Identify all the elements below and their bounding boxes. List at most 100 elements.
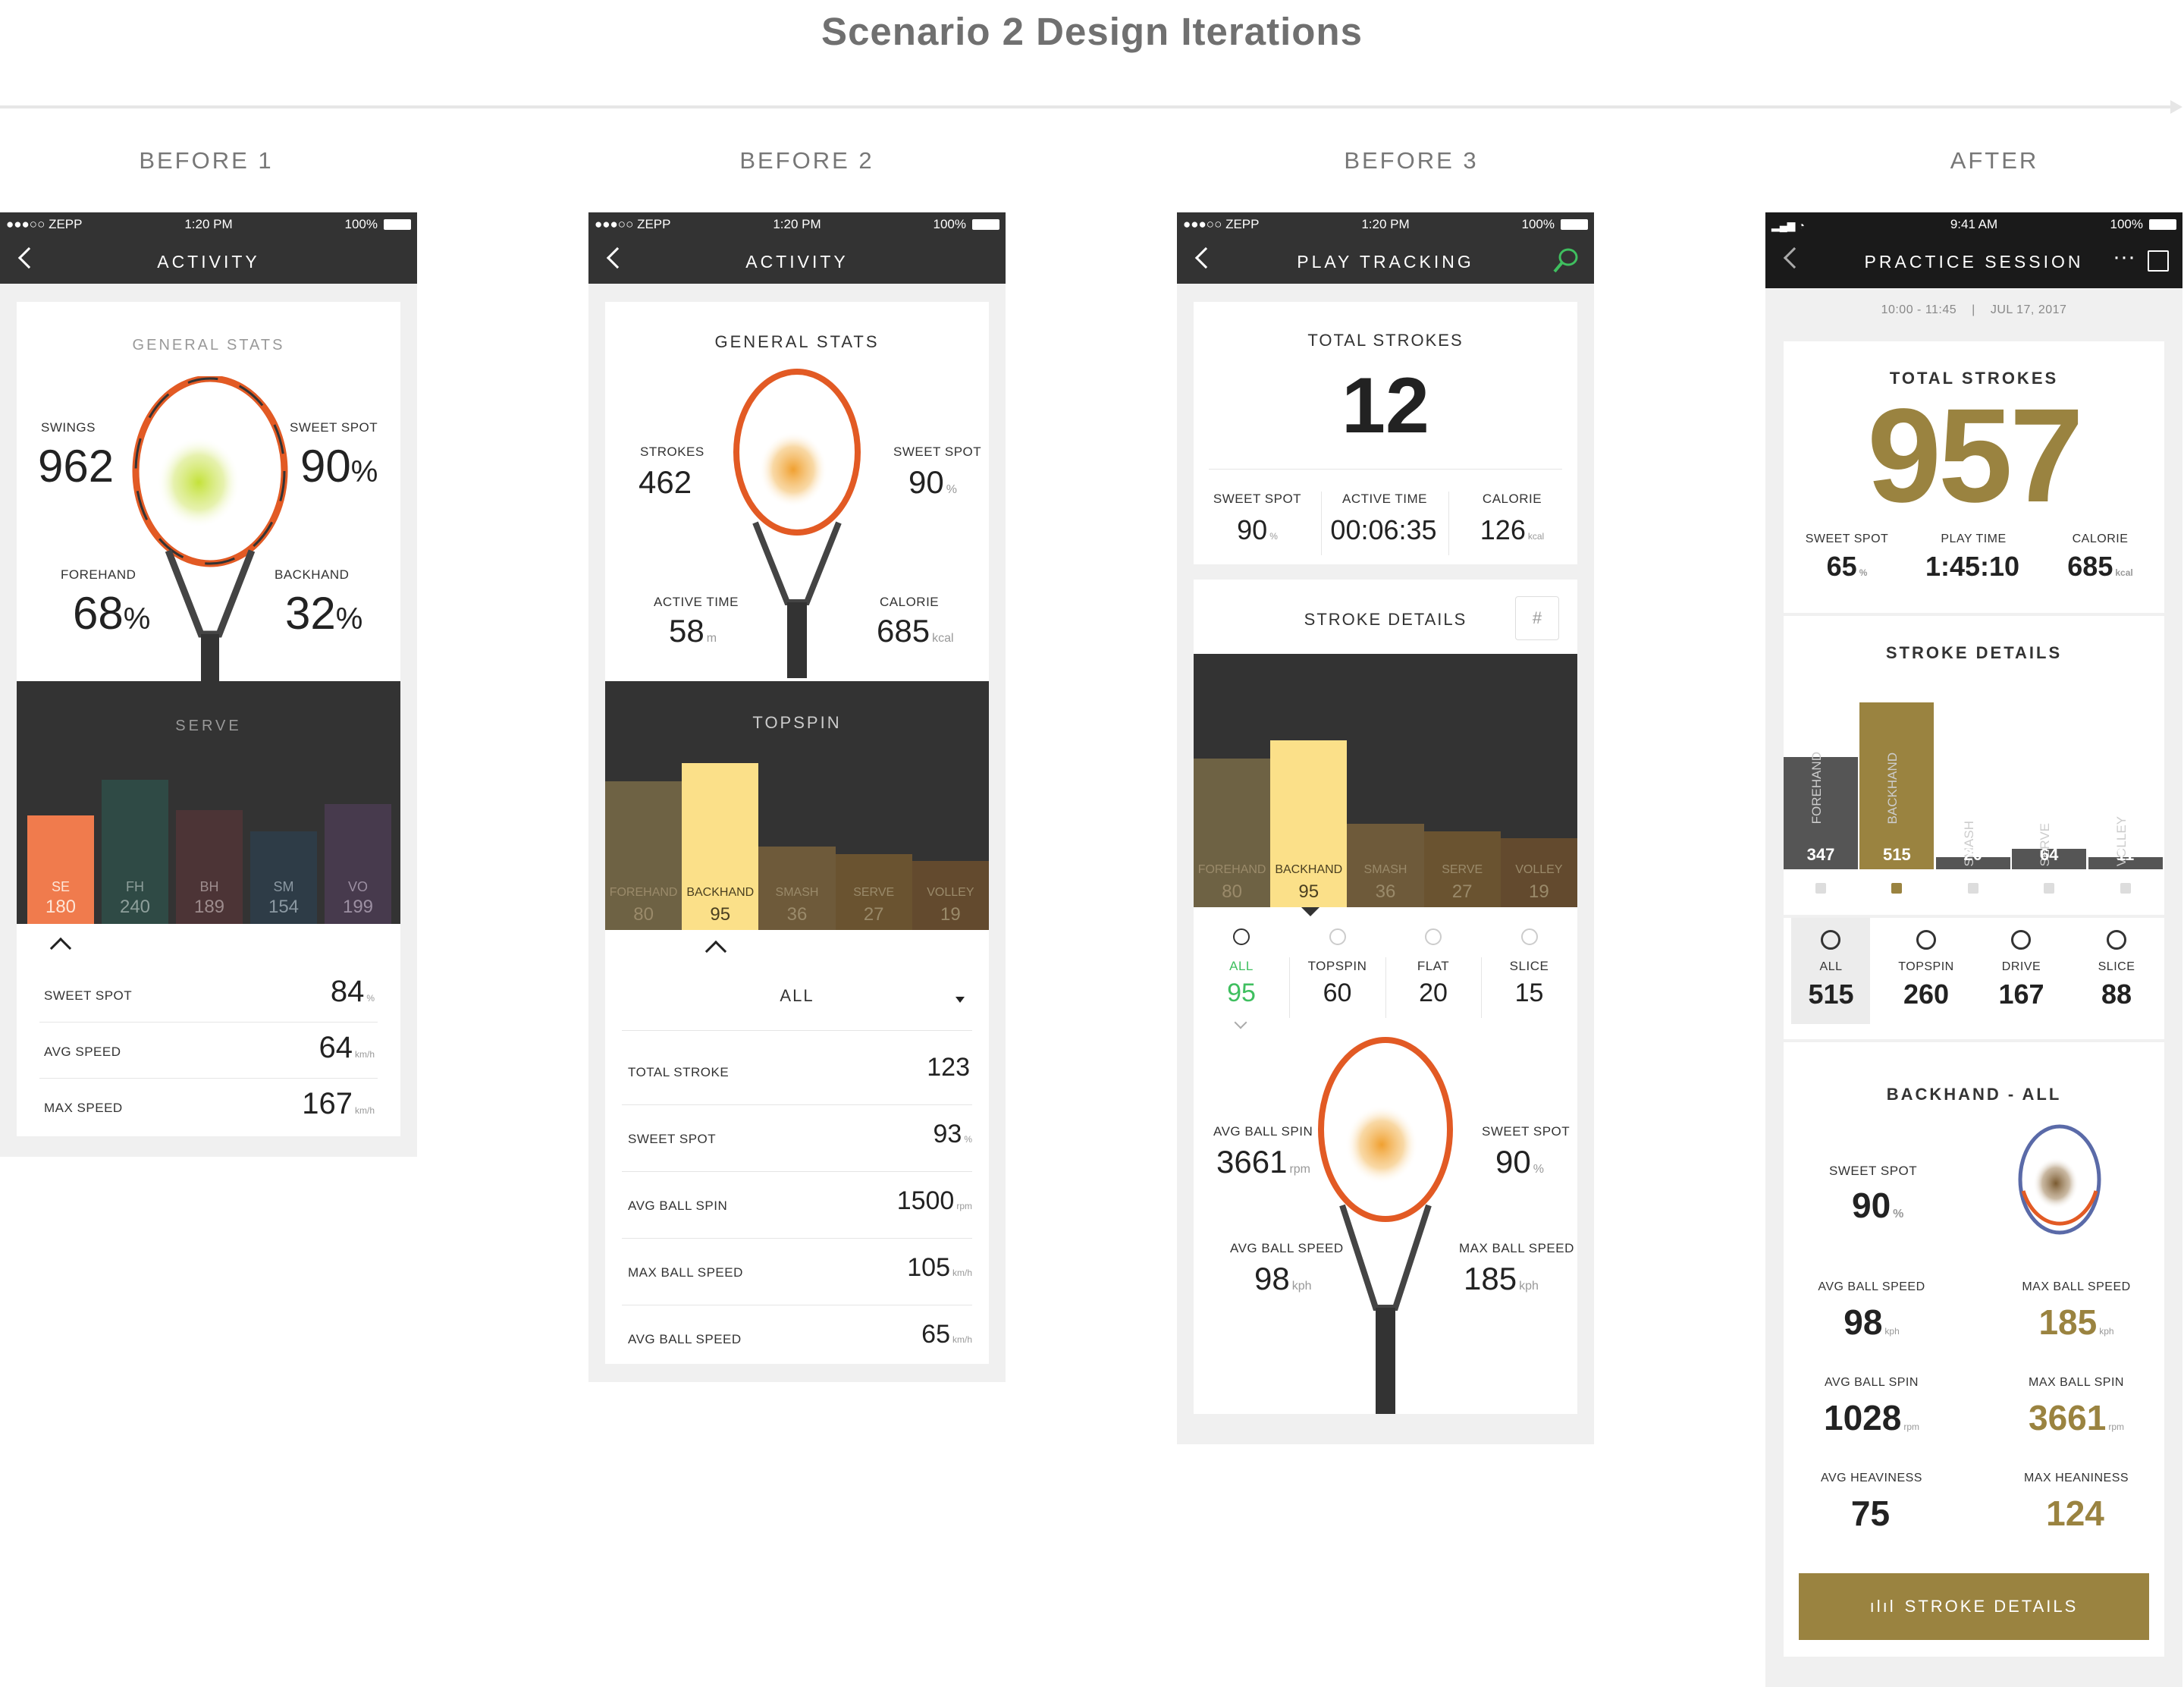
- spin-type-label[interactable]: DRIVE: [2001, 960, 2041, 973]
- metric-value: 3661 rpm: [2004, 1397, 2149, 1438]
- racket-image: [132, 376, 288, 710]
- battery-text: 100%: [933, 217, 966, 231]
- stat-row-value: 93%: [934, 1120, 973, 1149]
- summary-stat-unit: %: [1269, 531, 1278, 542]
- metric-label: AVG BALL SPIN: [1825, 1376, 1919, 1389]
- stat-row-number: 123: [927, 1053, 970, 1082]
- spin-type-icon[interactable]: [1425, 928, 1442, 945]
- chart-bar-value: 19: [1529, 881, 1549, 902]
- hash-button[interactable]: #: [1515, 596, 1559, 640]
- sweet-spot-value: 90: [1495, 1144, 1531, 1180]
- chart-bar[interactable]: FOREHAND 80: [1194, 759, 1271, 907]
- stat-row-value: 64 km/h: [318, 1031, 375, 1065]
- signal-icon: ▂▄▆ ◔: [1771, 219, 1805, 231]
- summary-stat-unit: kcal: [1527, 531, 1545, 542]
- chart-bar[interactable]: VOLLEY 19: [1500, 838, 1577, 907]
- share-icon[interactable]: [2148, 250, 2169, 272]
- page-dot[interactable]: [1815, 883, 1826, 894]
- active-time-label: ACTIVE TIME: [654, 595, 739, 609]
- metric-label: MAX BALL SPEED: [2022, 1280, 2131, 1293]
- chart-bar-value: 180: [45, 897, 77, 917]
- spin-type-icon[interactable]: [2011, 930, 2031, 950]
- chart-bar[interactable]: BACKHAND 515: [1859, 702, 1935, 869]
- stroke-details-button[interactable]: ılıl STROKE DETAILS: [1799, 1573, 2149, 1640]
- chart-bar[interactable]: SERVE 64: [2012, 823, 2087, 869]
- backhand-unit: %: [335, 602, 363, 636]
- column-label-before-2: BEFORE 2: [739, 147, 874, 174]
- page-dot[interactable]: [2044, 883, 2055, 894]
- filter-dropdown[interactable]: ALL: [780, 986, 814, 1005]
- battery-icon: [972, 219, 999, 230]
- chart-bar[interactable]: VO 199: [325, 804, 391, 924]
- metric-number: 75: [1850, 1494, 1891, 1533]
- avg-spin-unit: rpm: [1289, 1163, 1310, 1176]
- dropdown-caret-icon[interactable]: [956, 997, 965, 1003]
- chart-bar[interactable]: FH 240: [102, 780, 168, 924]
- stat-row-value: 123: [927, 1053, 972, 1082]
- chart-bar[interactable]: VOLLEY 11: [2088, 816, 2163, 869]
- avg-spin-label: AVG BALL SPIN: [1213, 1124, 1313, 1139]
- carrier: ●●●○○ ZEPP: [6, 217, 83, 231]
- chart-bar-value: 80: [1222, 881, 1242, 902]
- spin-type-label[interactable]: SLICE: [1509, 959, 1549, 973]
- chart-bar[interactable]: SE 180: [27, 815, 94, 924]
- spin-type-icon[interactable]: [1233, 928, 1250, 945]
- spin-type-label[interactable]: ALL: [1229, 959, 1254, 973]
- spin-type-label[interactable]: TOPSPIN: [1898, 960, 1954, 973]
- summary-stat-unit: kcal: [2115, 567, 2133, 578]
- chart-bar-value: 27: [1451, 881, 1473, 902]
- expand-chevron-icon[interactable]: [1234, 1016, 1247, 1029]
- stat-row-number: 105: [907, 1253, 950, 1282]
- spin-type-label[interactable]: SLICE: [2098, 960, 2135, 973]
- stat-row-unit: km/h: [952, 1334, 972, 1345]
- divider: [622, 1030, 972, 1031]
- racket-image: [733, 369, 861, 678]
- stat-row-label: SWEET SPOT: [44, 988, 133, 1003]
- metric-value: 124: [2004, 1493, 2149, 1534]
- chart-bar[interactable]: BH 189: [176, 810, 243, 924]
- spin-type-icon[interactable]: [1520, 928, 1538, 945]
- spin-type-label[interactable]: FLAT: [1417, 959, 1450, 973]
- chart-bar[interactable]: SMASH 36: [1347, 824, 1424, 907]
- chart-bar[interactable]: SERVE 27: [835, 854, 912, 930]
- calorie-value: 685: [877, 613, 930, 649]
- page-dot[interactable]: [1967, 883, 1978, 894]
- spin-type-label[interactable]: ALL: [1819, 960, 1843, 973]
- chart-bar[interactable]: FOREHAND 80: [605, 781, 682, 930]
- chart-bar[interactable]: SMASH 36: [758, 847, 836, 930]
- chart-bar[interactable]: VOLLEY 19: [912, 861, 989, 930]
- divider: [1289, 957, 1290, 1018]
- chart-bar[interactable]: SM 154: [250, 831, 317, 924]
- summary-stat-number: 126: [1480, 514, 1526, 545]
- chart-bar-value: 154: [268, 897, 300, 917]
- chart-bar[interactable]: FOREHAND 347: [1784, 752, 1858, 869]
- chart-bar-value: 11: [2116, 845, 2135, 864]
- metric-number: 98: [1844, 1302, 1883, 1342]
- chart-bar[interactable]: BACKHAND 95: [1270, 740, 1348, 907]
- nav-title: PLAY TRACKING: [1297, 252, 1474, 272]
- battery-text: 100%: [1521, 217, 1555, 231]
- divider: [622, 1171, 972, 1172]
- divider: [1448, 492, 1449, 555]
- details-title: STROKE DETAILS: [1885, 643, 2063, 662]
- racket-icon[interactable]: [1552, 247, 1579, 275]
- more-icon[interactable]: ···: [2113, 244, 2135, 269]
- metric-value: 75: [1799, 1493, 1944, 1534]
- chart-bar[interactable]: SERVE 27: [1423, 831, 1501, 907]
- spin-type-label[interactable]: TOPSPIN: [1307, 959, 1367, 973]
- spin-type-icon[interactable]: [1821, 930, 1840, 950]
- chart-bar-name: VOLLEY: [927, 886, 974, 899]
- divider: [622, 1238, 972, 1239]
- divider: [39, 1022, 378, 1023]
- page-dot[interactable]: [2120, 883, 2131, 894]
- page-dot[interactable]: [1891, 883, 1903, 894]
- spin-type-icon[interactable]: [2106, 930, 2126, 950]
- chart-bar[interactable]: BACKHAND 95: [682, 763, 759, 930]
- summary-stat-label: CALORIE: [1482, 492, 1542, 506]
- metric-unit: kph: [2099, 1326, 2114, 1337]
- spin-type-icon[interactable]: [1916, 930, 1936, 950]
- timeline-arrow-icon: [2170, 100, 2182, 114]
- status-time: 1:20 PM: [184, 217, 233, 231]
- chart-bar[interactable]: SMASH 20: [1935, 821, 2010, 869]
- spin-type-icon[interactable]: [1329, 928, 1346, 945]
